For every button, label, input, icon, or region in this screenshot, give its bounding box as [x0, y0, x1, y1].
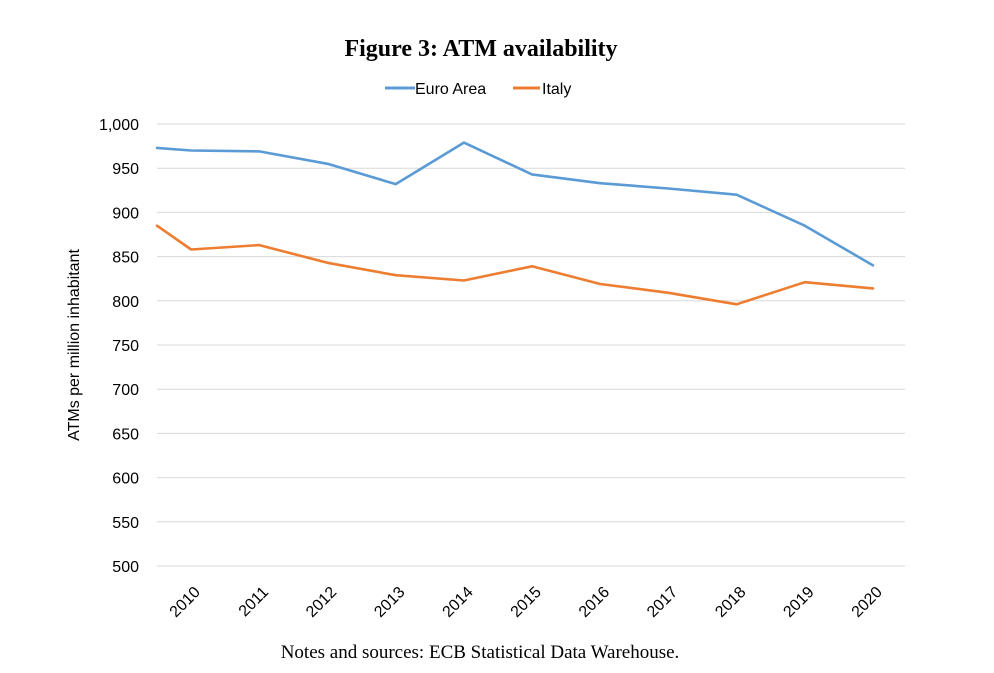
legend-label-italy: Italy — [542, 81, 571, 98]
y-tick-label: 950 — [112, 161, 139, 178]
y-tick-label: 900 — [112, 205, 139, 222]
y-tick-label: 800 — [112, 294, 139, 311]
x-tick-label: 2014 — [439, 584, 476, 621]
y-axis-label: ATMs per million inhabitant — [66, 249, 83, 441]
y-axis-ticks: 500 550 600 650 700 750 800 850 900 950 1,000 — [99, 117, 139, 576]
y-tick-label: 500 — [112, 559, 139, 576]
chart-title: Figure 3: ATM availability — [344, 36, 617, 62]
x-tick-label: 2013 — [371, 584, 408, 621]
series-lines — [155, 141, 875, 306]
legend-label-euro-area: Euro Area — [415, 81, 486, 98]
x-tick-label: 2018 — [712, 584, 749, 621]
y-tick-label: 1,000 — [99, 117, 139, 134]
x-tick-label: 2017 — [644, 584, 681, 621]
x-axis-ticks: 2010 2011 2012 2013 2014 2015 2016 2017 2018 2019… — [167, 584, 886, 621]
series-line-euro-area — [155, 141, 875, 267]
y-tick-label: 550 — [112, 515, 139, 532]
y-tick-label: 700 — [112, 382, 139, 399]
x-tick-label: 2011 — [236, 584, 272, 620]
x-tick-label: 2012 — [303, 584, 340, 621]
y-tick-label: 750 — [112, 338, 139, 355]
figure-note: Notes and sources: ECB Statistical Data … — [281, 642, 680, 663]
x-tick-label: 2019 — [780, 584, 817, 621]
x-tick-label: 2020 — [849, 584, 886, 621]
gridlines — [157, 123, 905, 567]
legend: Euro Area Italy — [385, 81, 571, 98]
x-tick-label: 2016 — [576, 584, 613, 621]
y-tick-label: 650 — [112, 426, 139, 443]
y-tick-label: 600 — [112, 471, 139, 488]
y-tick-label: 850 — [112, 250, 139, 267]
x-tick-label: 2010 — [167, 584, 204, 621]
series-line-italy — [155, 224, 875, 306]
x-tick-label: 2015 — [508, 584, 545, 621]
